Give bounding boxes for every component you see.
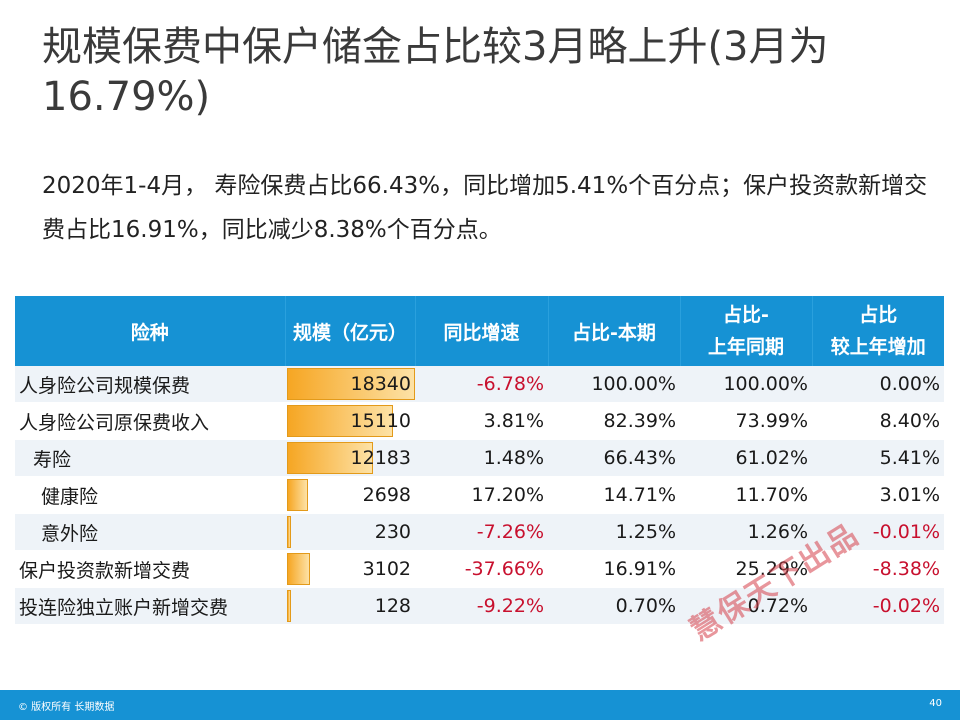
row-scale-cell: 15110: [285, 402, 415, 440]
row-share-previous: 100.00%: [680, 366, 812, 403]
table-row: 投连险独立账户新增交费 128 -9.22% 0.70% 0.72% -0.02…: [15, 587, 944, 625]
row-yoy: -7.26%: [415, 513, 548, 551]
row-share-current: 16.91%: [548, 550, 680, 588]
row-scale: 3102: [362, 558, 411, 580]
row-scale: 12183: [350, 447, 411, 469]
premium-table: 险种 规模（亿元） 同比增速 占比-本期 占比- 上年同期 占比 较上年增加 人…: [15, 296, 944, 625]
scale-bar: [287, 405, 393, 437]
row-name: 健康险: [15, 476, 285, 514]
header-type: 险种: [15, 296, 285, 366]
row-scale: 15110: [350, 410, 411, 432]
scale-bar: [287, 590, 291, 622]
row-share-current: 82.39%: [548, 402, 680, 440]
row-scale: 128: [374, 595, 411, 617]
row-share-diff: 0.00%: [812, 366, 944, 403]
summary-paragraph: 2020年1-4月， 寿险保费占比66.43%，同比增加5.41%个百分点；保户…: [42, 173, 928, 243]
row-share-current: 66.43%: [548, 439, 680, 477]
table-row: 人身险公司规模保费 18340 -6.78% 100.00% 100.00% 0…: [15, 366, 944, 403]
table-header-row: 险种 规模（亿元） 同比增速 占比-本期 占比- 上年同期 占比 较上年增加: [15, 296, 944, 366]
row-name: 人身险公司规模保费: [15, 366, 285, 403]
row-scale-cell: 3102: [285, 550, 415, 588]
row-share-diff: 3.01%: [812, 476, 944, 514]
scale-bar: [287, 479, 308, 511]
row-yoy: 1.48%: [415, 439, 548, 477]
row-share-previous: 61.02%: [680, 439, 812, 477]
row-share-diff: -0.01%: [812, 513, 944, 551]
row-yoy: -6.78%: [415, 366, 548, 403]
row-share-current: 1.25%: [548, 513, 680, 551]
header-share-previous-line1: 占比-: [723, 304, 769, 326]
row-share-previous: 73.99%: [680, 402, 812, 440]
row-share-previous: 25.29%: [680, 550, 812, 588]
row-yoy: 17.20%: [415, 476, 548, 514]
row-share-current: 0.70%: [548, 587, 680, 625]
table-row: 意外险 230 -7.26% 1.25% 1.26% -0.01%: [15, 513, 944, 551]
row-name: 人身险公司原保费收入: [15, 402, 285, 440]
row-share-previous: 0.72%: [680, 587, 812, 625]
row-share-previous: 11.70%: [680, 476, 812, 514]
row-share-diff: -8.38%: [812, 550, 944, 588]
row-share-current: 14.71%: [548, 476, 680, 514]
header-share-previous: 占比- 上年同期: [679, 296, 812, 366]
row-scale-cell: 2698: [285, 476, 415, 514]
header-share-current: 占比-本期: [547, 296, 680, 366]
row-share-previous: 1.26%: [680, 513, 812, 551]
scale-bar: [287, 368, 415, 400]
header-share-previous-line2: 上年同期: [707, 336, 784, 358]
header-scale: 规模（亿元）: [284, 296, 415, 366]
page-title: 规模保费中保户储金占比较3月略上升(3月为16.79%): [42, 24, 829, 120]
header-share-diff-line1: 占比: [859, 304, 898, 326]
page-number: 40: [929, 698, 942, 709]
scale-bar: [287, 553, 310, 585]
row-share-current: 100.00%: [548, 366, 680, 403]
row-scale: 2698: [362, 484, 411, 506]
row-scale: 18340: [350, 373, 411, 395]
row-yoy: -37.66%: [415, 550, 548, 588]
row-scale: 230: [374, 521, 411, 543]
table-row: 保户投资款新增交费 3102 -37.66% 16.91% 25.29% -8.…: [15, 550, 944, 588]
header-yoy: 同比增速: [414, 296, 548, 366]
row-share-diff: 8.40%: [812, 402, 944, 440]
header-share-diff-line2: 较上年增加: [830, 336, 926, 358]
row-share-diff: -0.02%: [812, 587, 944, 625]
row-scale-cell: 128: [285, 587, 415, 625]
row-name: 意外险: [15, 513, 285, 551]
row-yoy: 3.81%: [415, 402, 548, 440]
table-row: 健康险 2698 17.20% 14.71% 11.70% 3.01%: [15, 476, 944, 514]
row-scale-cell: 18340: [285, 366, 415, 403]
scale-bar: [287, 516, 291, 548]
row-yoy: -9.22%: [415, 587, 548, 625]
table-row: 人身险公司原保费收入 15110 3.81% 82.39% 73.99% 8.4…: [15, 402, 944, 440]
copyright-text: © 版权所有 长期数据: [18, 702, 115, 713]
row-name: 寿险: [15, 439, 285, 477]
scale-bar: [287, 442, 373, 474]
footer-bar: © 版权所有 长期数据 40: [0, 690, 960, 720]
table-row: 寿险 12183 1.48% 66.43% 61.02% 5.41%: [15, 439, 944, 477]
row-name: 保户投资款新增交费: [15, 550, 285, 588]
row-scale-cell: 230: [285, 513, 415, 551]
row-scale-cell: 12183: [285, 439, 415, 477]
header-share-diff: 占比 较上年增加: [811, 296, 944, 366]
row-name: 投连险独立账户新增交费: [15, 587, 285, 625]
row-share-diff: 5.41%: [812, 439, 944, 477]
